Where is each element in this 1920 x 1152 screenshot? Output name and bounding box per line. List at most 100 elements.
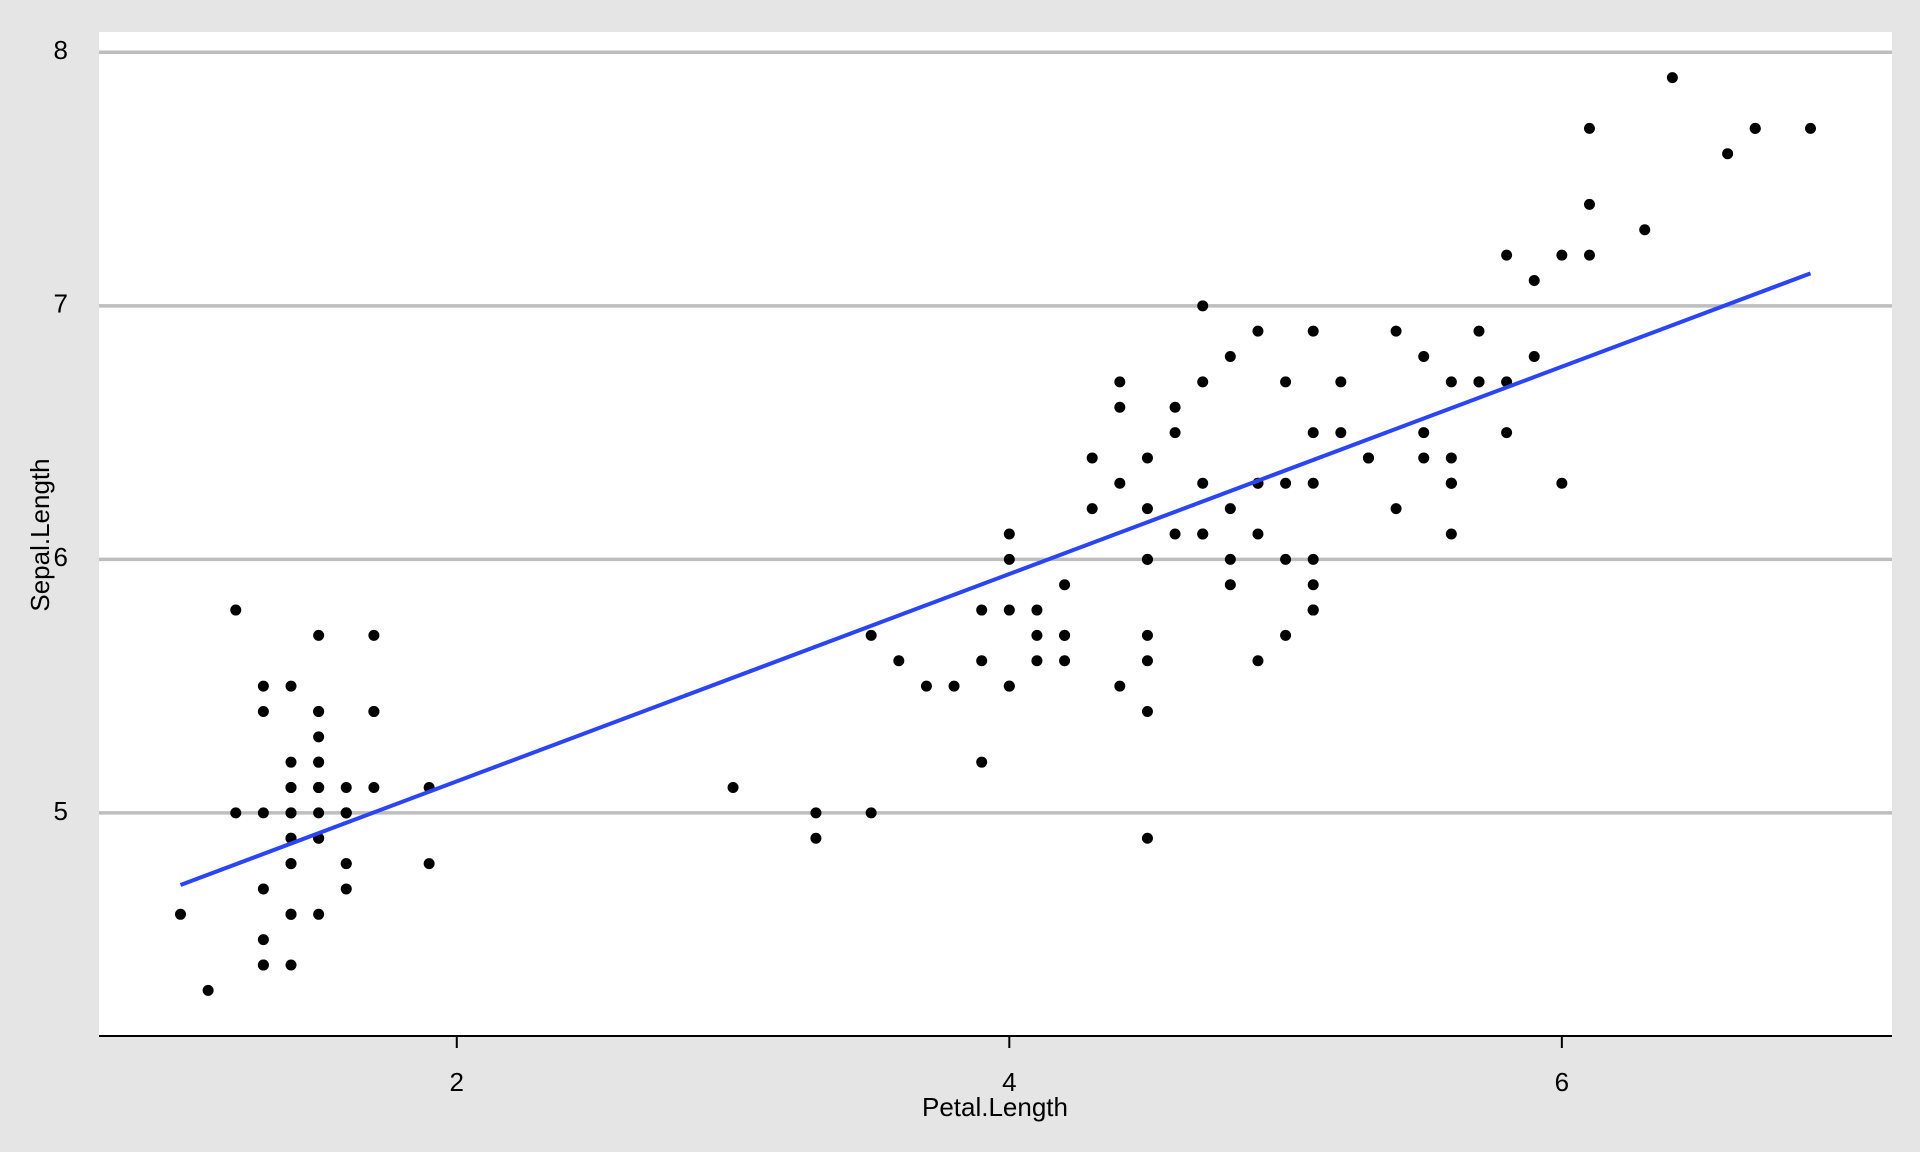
point [313, 782, 325, 794]
point [175, 908, 186, 920]
point [1528, 274, 1540, 286]
point [230, 807, 242, 819]
point [1666, 72, 1678, 84]
point [1114, 680, 1126, 692]
point [1583, 122, 1595, 134]
point [976, 604, 988, 616]
point [1169, 401, 1181, 413]
point [1280, 553, 1292, 565]
y-tick-label: 7 [54, 289, 68, 319]
point [1501, 427, 1513, 439]
point [1059, 629, 1071, 641]
point [948, 680, 960, 692]
point [368, 705, 380, 717]
point [810, 832, 822, 844]
point [1390, 325, 1402, 337]
point [1114, 401, 1126, 413]
x-tick-label: 6 [1555, 1067, 1569, 1097]
point [1252, 325, 1264, 337]
point [313, 705, 325, 717]
point [1583, 198, 1595, 210]
point [257, 680, 269, 692]
point [368, 629, 380, 641]
point [865, 807, 877, 819]
point [340, 883, 352, 895]
point [1473, 325, 1485, 337]
point [285, 680, 297, 692]
point [1141, 452, 1153, 464]
y-axis-title: Sepal.Length [25, 458, 55, 611]
point [1307, 477, 1319, 489]
point [1556, 249, 1568, 261]
point [1528, 351, 1540, 363]
plot-panel [99, 32, 1892, 1036]
point [727, 782, 739, 794]
regression-line [179, 271, 1812, 887]
point [810, 807, 822, 819]
point [313, 807, 325, 819]
point [257, 705, 269, 717]
point [1335, 427, 1347, 439]
point [1473, 376, 1485, 388]
point [1141, 629, 1153, 641]
point [340, 858, 352, 870]
point [1639, 224, 1651, 236]
point [1501, 249, 1513, 261]
point [1197, 300, 1209, 312]
point [1197, 528, 1209, 540]
point [1169, 427, 1181, 439]
point [1224, 553, 1236, 565]
point [1307, 553, 1319, 565]
point [1086, 452, 1098, 464]
point [976, 756, 988, 768]
point [1749, 122, 1761, 134]
point [313, 908, 325, 920]
point [893, 655, 905, 667]
point [1418, 452, 1430, 464]
point [1059, 579, 1071, 591]
point [1445, 528, 1457, 540]
x-tick-label: 4 [1002, 1067, 1016, 1097]
point [1280, 477, 1292, 489]
point [1583, 249, 1595, 261]
point [1031, 604, 1043, 616]
point [285, 908, 297, 920]
point [257, 883, 269, 895]
point [1197, 376, 1209, 388]
point [340, 807, 352, 819]
point [285, 782, 297, 794]
point [1141, 655, 1153, 667]
point [1114, 376, 1126, 388]
point [340, 782, 352, 794]
point [1335, 376, 1347, 388]
point [202, 984, 214, 996]
point [1722, 148, 1734, 160]
y-tick-label: 5 [54, 796, 68, 826]
point [1280, 376, 1292, 388]
y-tick-label: 6 [54, 542, 68, 572]
point [1086, 503, 1098, 515]
x-tick-label: 2 [450, 1067, 464, 1097]
point [257, 807, 269, 819]
point [1059, 655, 1071, 667]
point [313, 629, 325, 641]
point [1252, 528, 1264, 540]
point [1003, 680, 1015, 692]
point [1280, 629, 1292, 641]
y-tick-label: 8 [54, 35, 68, 65]
point [1003, 553, 1015, 565]
point [1141, 705, 1153, 717]
point [1141, 553, 1153, 565]
point [1418, 427, 1430, 439]
point [1445, 477, 1457, 489]
point [1307, 325, 1319, 337]
point [230, 604, 242, 616]
point [1031, 629, 1043, 641]
point [1252, 655, 1264, 667]
point [1141, 832, 1153, 844]
point [1031, 655, 1043, 667]
point [1445, 452, 1457, 464]
point [313, 756, 325, 768]
